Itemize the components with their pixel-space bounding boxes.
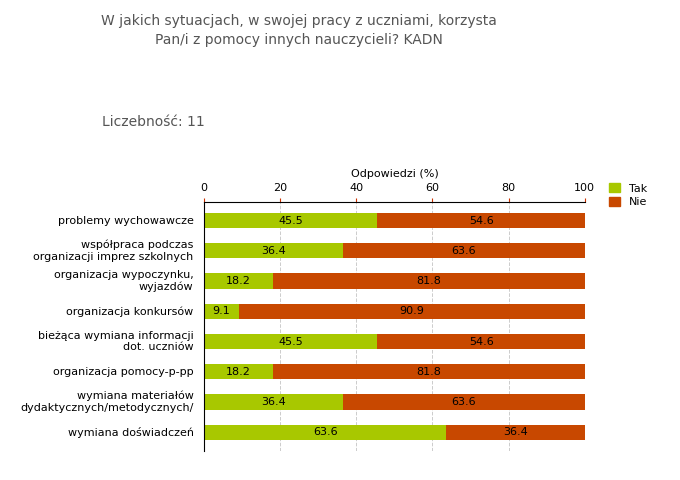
- Text: 63.6: 63.6: [313, 427, 337, 437]
- Text: 36.4: 36.4: [261, 397, 286, 407]
- X-axis label: Odpowiedzi (%): Odpowiedzi (%): [350, 169, 439, 179]
- Text: 81.8: 81.8: [417, 367, 441, 377]
- Bar: [204, 274, 273, 288]
- Text: 90.9: 90.9: [399, 306, 424, 316]
- Bar: [204, 243, 343, 258]
- Text: W jakich sytuacjach, w swojej pracy z uczniami, korzysta
Pan/i z pomocy innych n: W jakich sytuacjach, w swojej pracy z uc…: [101, 14, 497, 47]
- Bar: [343, 243, 585, 258]
- Text: 18.2: 18.2: [226, 367, 251, 377]
- Text: 63.6: 63.6: [452, 397, 476, 407]
- Bar: [204, 364, 273, 379]
- Bar: [204, 304, 239, 319]
- Bar: [273, 274, 585, 288]
- Bar: [343, 395, 585, 409]
- Bar: [446, 425, 585, 440]
- Legend: Tak, Nie: Tak, Nie: [609, 183, 647, 207]
- Bar: [239, 304, 585, 319]
- Text: 18.2: 18.2: [226, 276, 251, 286]
- Text: 45.5: 45.5: [278, 336, 303, 347]
- Bar: [204, 334, 377, 349]
- Text: Liczebność: 11: Liczebność: 11: [102, 115, 205, 129]
- Bar: [377, 213, 585, 228]
- Bar: [204, 425, 446, 440]
- Text: 36.4: 36.4: [261, 246, 286, 256]
- Bar: [204, 213, 377, 228]
- Text: 63.6: 63.6: [452, 246, 476, 256]
- Text: 36.4: 36.4: [503, 427, 528, 437]
- Text: 54.6: 54.6: [469, 216, 494, 226]
- Text: 54.6: 54.6: [469, 336, 494, 347]
- Text: 81.8: 81.8: [417, 276, 441, 286]
- Bar: [204, 395, 343, 409]
- Bar: [377, 334, 585, 349]
- Text: 9.1: 9.1: [212, 306, 231, 316]
- Bar: [273, 364, 585, 379]
- Text: 45.5: 45.5: [278, 216, 303, 226]
